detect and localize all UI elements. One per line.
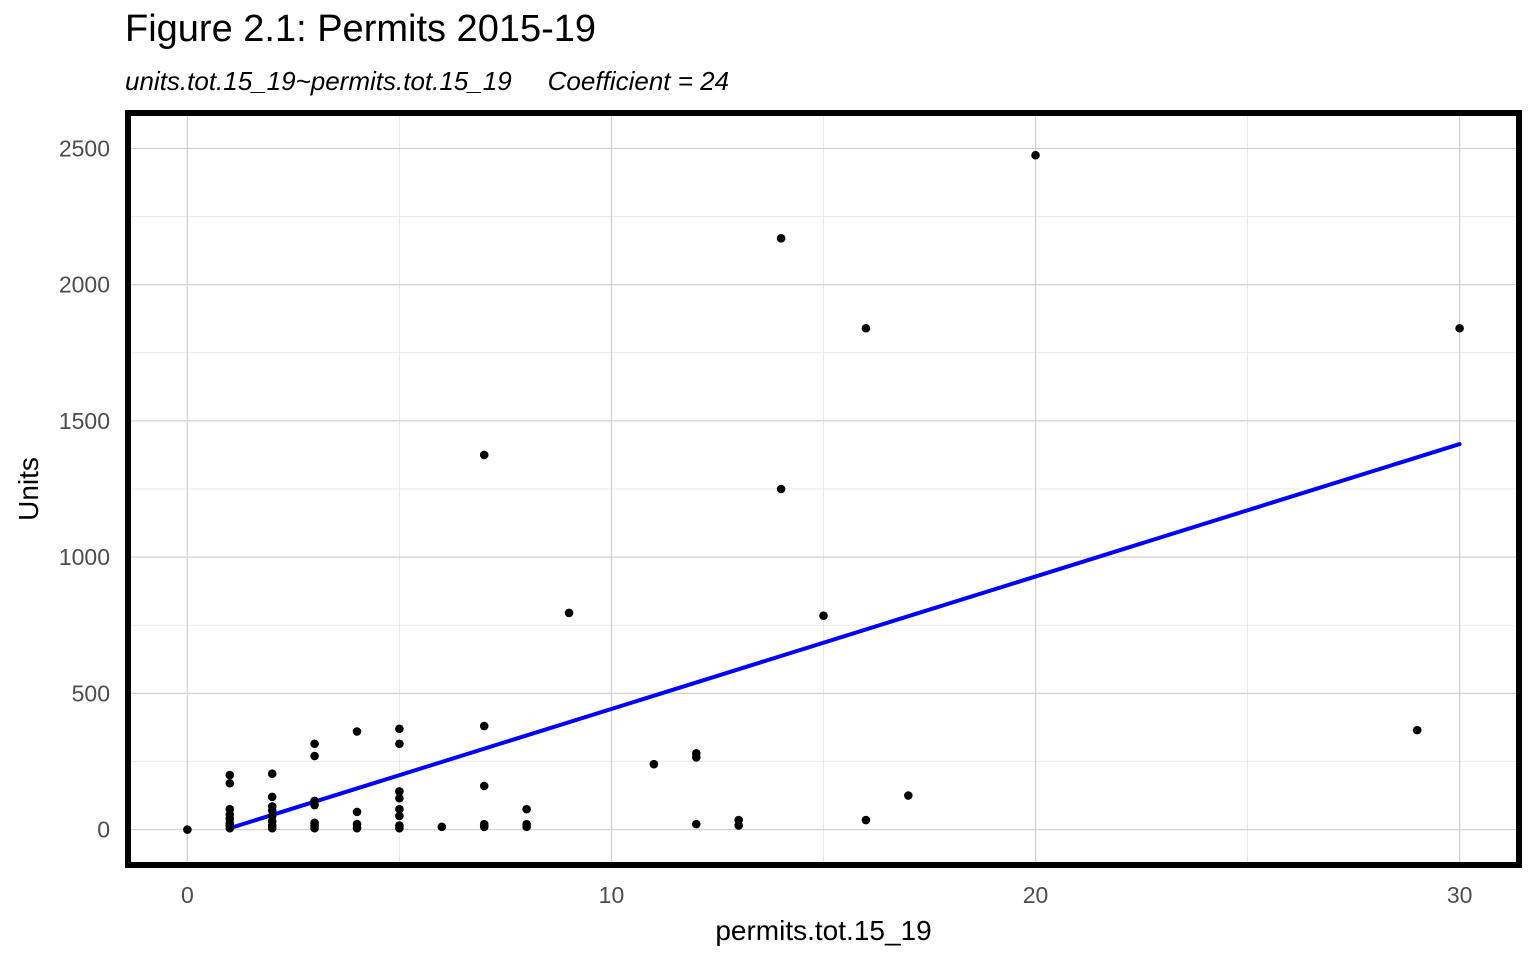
data-point: [564, 608, 574, 618]
regression-line-layer: [232, 442, 1462, 829]
data-point: [776, 484, 786, 494]
panel-border: [125, 110, 1522, 868]
data-point: [904, 791, 913, 800]
regression-line: [232, 442, 1462, 829]
y-tick-label: 0: [97, 817, 110, 843]
x-tick-label: 0: [181, 882, 194, 908]
y-axis-title: Units: [13, 457, 44, 521]
data-point: [479, 781, 489, 791]
y-tick-label: 500: [72, 680, 110, 706]
data-point: [1412, 725, 1422, 735]
data-point: [479, 819, 489, 829]
data-point: [522, 819, 531, 829]
data-point: [395, 787, 404, 796]
data-point: [734, 815, 743, 825]
subtitle-coefficient: Coefficient = 24: [547, 66, 730, 96]
data-point: [395, 811, 404, 821]
points-layer: [183, 150, 1464, 834]
data-point: [267, 792, 277, 802]
grid: [128, 113, 1519, 865]
data-point: [352, 807, 362, 817]
x-axis-title: permits.tot.15_19: [715, 915, 931, 946]
data-point: [267, 769, 277, 779]
data-point: [310, 796, 319, 806]
data-point: [437, 822, 447, 832]
data-point: [861, 323, 871, 333]
data-point: [861, 815, 871, 825]
data-point: [479, 450, 489, 460]
data-point: [522, 804, 531, 814]
data-point: [395, 739, 404, 749]
data-point: [225, 778, 235, 788]
data-point: [649, 759, 659, 769]
y-tick-label: 1000: [59, 544, 110, 570]
data-point: [776, 234, 786, 243]
data-point: [395, 793, 404, 803]
y-tick-label: 2000: [59, 272, 110, 298]
data-point: [691, 748, 701, 758]
data-point: [395, 724, 404, 734]
y-axis-ticks: 0 500 1000 1500 2000 2500: [59, 135, 110, 842]
data-point: [310, 818, 319, 828]
data-point: [395, 821, 404, 830]
data-point: [1031, 150, 1040, 160]
data-point: [352, 727, 362, 736]
data-point: [225, 804, 235, 814]
data-point: [310, 751, 319, 761]
y-tick-label: 2500: [59, 135, 110, 161]
data-point: [479, 721, 489, 731]
data-point: [352, 819, 362, 829]
data-point: [267, 802, 277, 811]
data-point: [310, 739, 319, 749]
x-tick-label: 10: [599, 882, 625, 908]
chart-title: Figure 2.1: Permits 2015-19: [125, 8, 597, 50]
y-tick-label: 1500: [59, 408, 110, 434]
data-point: [819, 611, 828, 620]
data-point: [1455, 323, 1464, 333]
x-axis-ticks: 0 10 20 30: [181, 882, 1472, 908]
data-point: [691, 819, 701, 829]
chart-subtitle: units.tot.15_19~permits.tot.15_19 Coeffic…: [125, 66, 729, 97]
x-tick-label: 30: [1447, 882, 1473, 908]
data-point: [225, 770, 235, 780]
data-point: [395, 804, 404, 814]
x-tick-label: 20: [1023, 882, 1049, 908]
subtitle-formula: units.tot.15_19~permits.tot.15_19: [125, 66, 512, 96]
data-point: [183, 825, 192, 834]
